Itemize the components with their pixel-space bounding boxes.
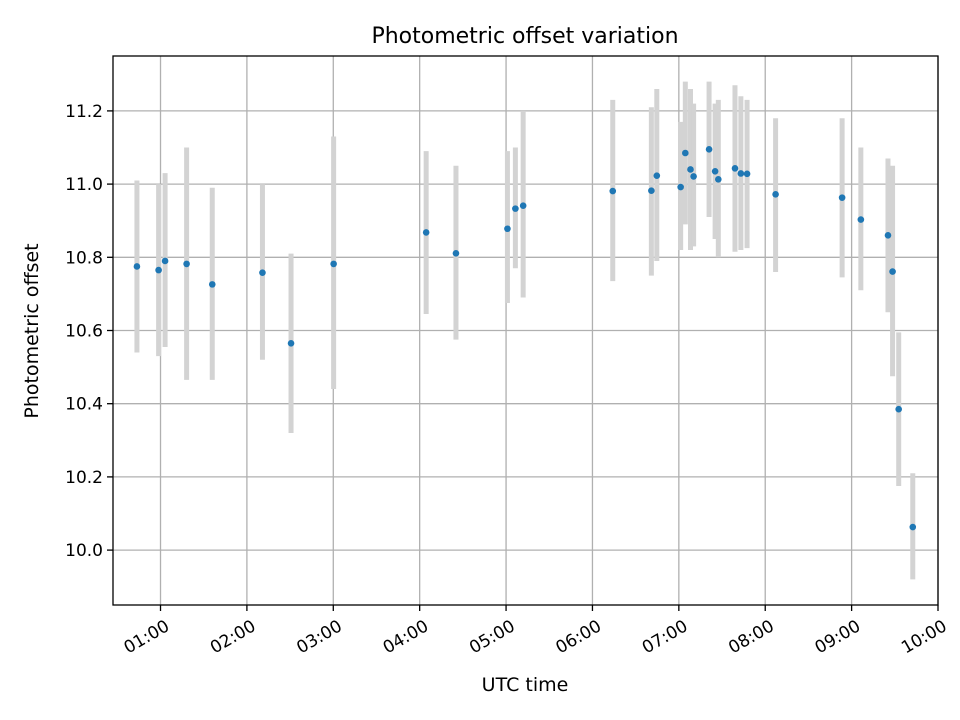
data-point <box>155 266 162 274</box>
data-point <box>519 202 527 209</box>
x-tick-label: 04:00 <box>380 616 432 658</box>
data-point <box>857 216 865 223</box>
data-point <box>687 166 694 173</box>
data-point <box>183 260 190 268</box>
x-tick-label: 03:00 <box>293 616 345 658</box>
x-tick-label: 07:00 <box>639 616 691 658</box>
y-tick-label: 10.8 <box>65 248 103 268</box>
data-point <box>884 232 892 239</box>
y-tick-label: 10.2 <box>65 468 103 488</box>
data-point <box>889 268 896 275</box>
data-points <box>133 146 917 531</box>
data-point <box>895 405 902 413</box>
chart-title: Photometric offset variation <box>371 24 678 49</box>
x-tick-label: 01:00 <box>121 616 173 658</box>
data-point <box>648 187 655 194</box>
data-point <box>609 187 617 195</box>
data-point <box>838 194 846 201</box>
data-point <box>653 172 661 179</box>
y-axis-label: Photometric offset <box>21 243 43 418</box>
data-point <box>690 173 697 180</box>
x-tick-label: 05:00 <box>466 616 518 658</box>
data-point <box>737 170 745 177</box>
x-axis-ticks: 01:00 02:00 03:00 04:00 05:00 06:00 07:00 08:00… <box>121 605 951 658</box>
data-point <box>208 281 216 288</box>
x-tick-label: 10:00 <box>898 616 950 658</box>
data-point <box>133 263 141 270</box>
data-point <box>711 167 719 175</box>
x-tick-label: 09:00 <box>812 616 864 658</box>
y-tick-label: 11.2 <box>65 102 103 122</box>
y-tick-label: 11.0 <box>65 175 103 195</box>
data-point <box>715 176 722 183</box>
x-tick-label: 08:00 <box>725 616 777 658</box>
data-point <box>909 523 917 531</box>
data-point <box>330 260 337 268</box>
y-tick-label: 10.6 <box>65 322 103 342</box>
data-point <box>287 340 295 347</box>
x-tick-label: 02:00 <box>207 616 259 658</box>
data-point <box>772 191 779 198</box>
data-point <box>705 146 713 153</box>
y-tick-label: 10.0 <box>65 541 103 561</box>
x-tick-label: 06:00 <box>553 616 605 658</box>
data-point <box>743 170 751 178</box>
data-point <box>259 269 266 276</box>
data-point <box>161 257 169 265</box>
data-point <box>422 229 430 236</box>
y-axis-ticks: 10.0 10.2 10.4 10.6 10.8 11.0 11.2 <box>65 102 113 561</box>
data-point <box>731 165 739 172</box>
data-point <box>677 183 684 191</box>
data-point <box>682 149 689 157</box>
data-point <box>452 249 460 257</box>
y-tick-label: 10.4 <box>65 395 103 415</box>
data-point <box>504 225 511 233</box>
data-point <box>512 205 519 212</box>
x-axis-label: UTC time <box>482 674 569 696</box>
